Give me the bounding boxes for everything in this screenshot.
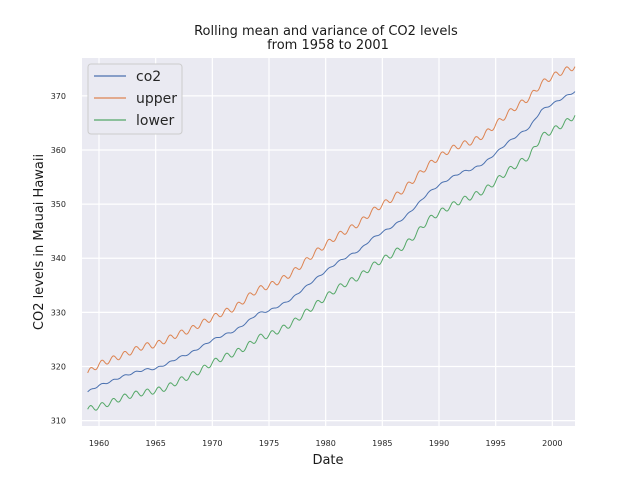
x-tick-label: 1995 <box>485 439 505 448</box>
x-tick-label: 1960 <box>89 439 109 448</box>
y-tick-label: 360 <box>51 146 66 155</box>
x-tick-label: 1965 <box>145 439 165 448</box>
y-axis-label: CO2 levels in Mauai Hawaii <box>32 154 47 330</box>
y-tick-label: 370 <box>51 92 66 101</box>
x-axis-label: Date <box>312 453 343 468</box>
x-tick-label: 1975 <box>259 439 279 448</box>
legend-box <box>87 63 183 135</box>
grid <box>82 58 575 426</box>
x-tick-label: 1985 <box>372 439 392 448</box>
series-line-lower <box>87 115 576 411</box>
chart-title-line-1: Rolling mean and variance of CO2 levels <box>194 24 458 39</box>
x-tick-label: 1990 <box>429 439 449 448</box>
y-tick-label: 330 <box>51 308 66 317</box>
legend-label-lower: lower <box>136 113 175 129</box>
x-tick-label: 1980 <box>315 439 335 448</box>
y-tick-label: 320 <box>51 362 66 371</box>
series-line-upper <box>87 66 576 374</box>
y-tick-label: 310 <box>51 417 66 426</box>
x-tick-label: 2000 <box>542 439 562 448</box>
chart-title: Rolling mean and variance of CO2 levels … <box>194 24 462 53</box>
chart-title-line-2: from 1958 to 2001 <box>267 38 389 53</box>
x-tick-label: 1970 <box>202 439 222 448</box>
series-layer <box>87 66 576 411</box>
y-tick-label: 350 <box>51 200 66 209</box>
series-line-co2 <box>87 91 576 393</box>
legend: co2 upper lower <box>87 63 183 135</box>
legend-label-upper: upper <box>136 91 177 107</box>
legend-label-co2: co2 <box>136 69 161 85</box>
y-tick-label: 340 <box>51 254 66 263</box>
tick-labels: 1960 1965 1970 1975 1980 1985 1990 1995 2000 310 3… <box>51 92 563 448</box>
